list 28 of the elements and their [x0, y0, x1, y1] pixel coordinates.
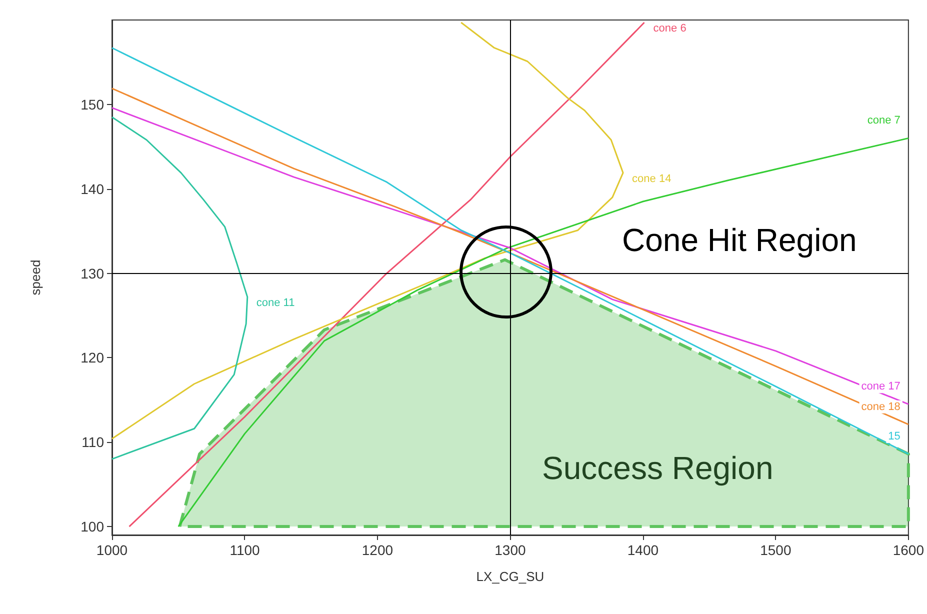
y-tick-label: 100	[80, 518, 104, 535]
x-tick-label: 1600	[892, 542, 924, 558]
series-label: cone 14	[632, 172, 672, 185]
series-label: 15	[888, 430, 900, 442]
annotation: Success Region	[542, 450, 774, 486]
line-series	[111, 22, 624, 440]
x-tick-label: 1200	[362, 542, 394, 558]
x-tick-label: 1500	[760, 542, 792, 558]
line-series	[111, 116, 248, 460]
line-series	[178, 137, 910, 528]
series-label: cone 17	[861, 380, 900, 393]
annotation: Cone Hit Region	[622, 222, 857, 258]
series-label: cone 7	[867, 114, 900, 127]
y-tick-label: 130	[80, 265, 104, 282]
series-label: cone 6	[653, 22, 686, 35]
x-tick-label: 1100	[230, 542, 260, 558]
x-tick-label: 1300	[494, 542, 526, 558]
series-label: cone 11	[256, 296, 295, 309]
y-tick-label: 110	[82, 434, 104, 450]
y-tick-label: 140	[80, 180, 104, 197]
x-tick-label: 1400	[627, 542, 659, 558]
x-tick-label: 1000	[96, 542, 128, 558]
y-tick-label: 120	[80, 350, 104, 366]
x-axis-title: LX_CG_SU	[476, 569, 544, 584]
y-axis-title: speed	[28, 260, 43, 296]
line-series	[111, 47, 910, 455]
y-tick-label: 150	[80, 96, 104, 112]
series-label: cone 18	[861, 400, 900, 413]
